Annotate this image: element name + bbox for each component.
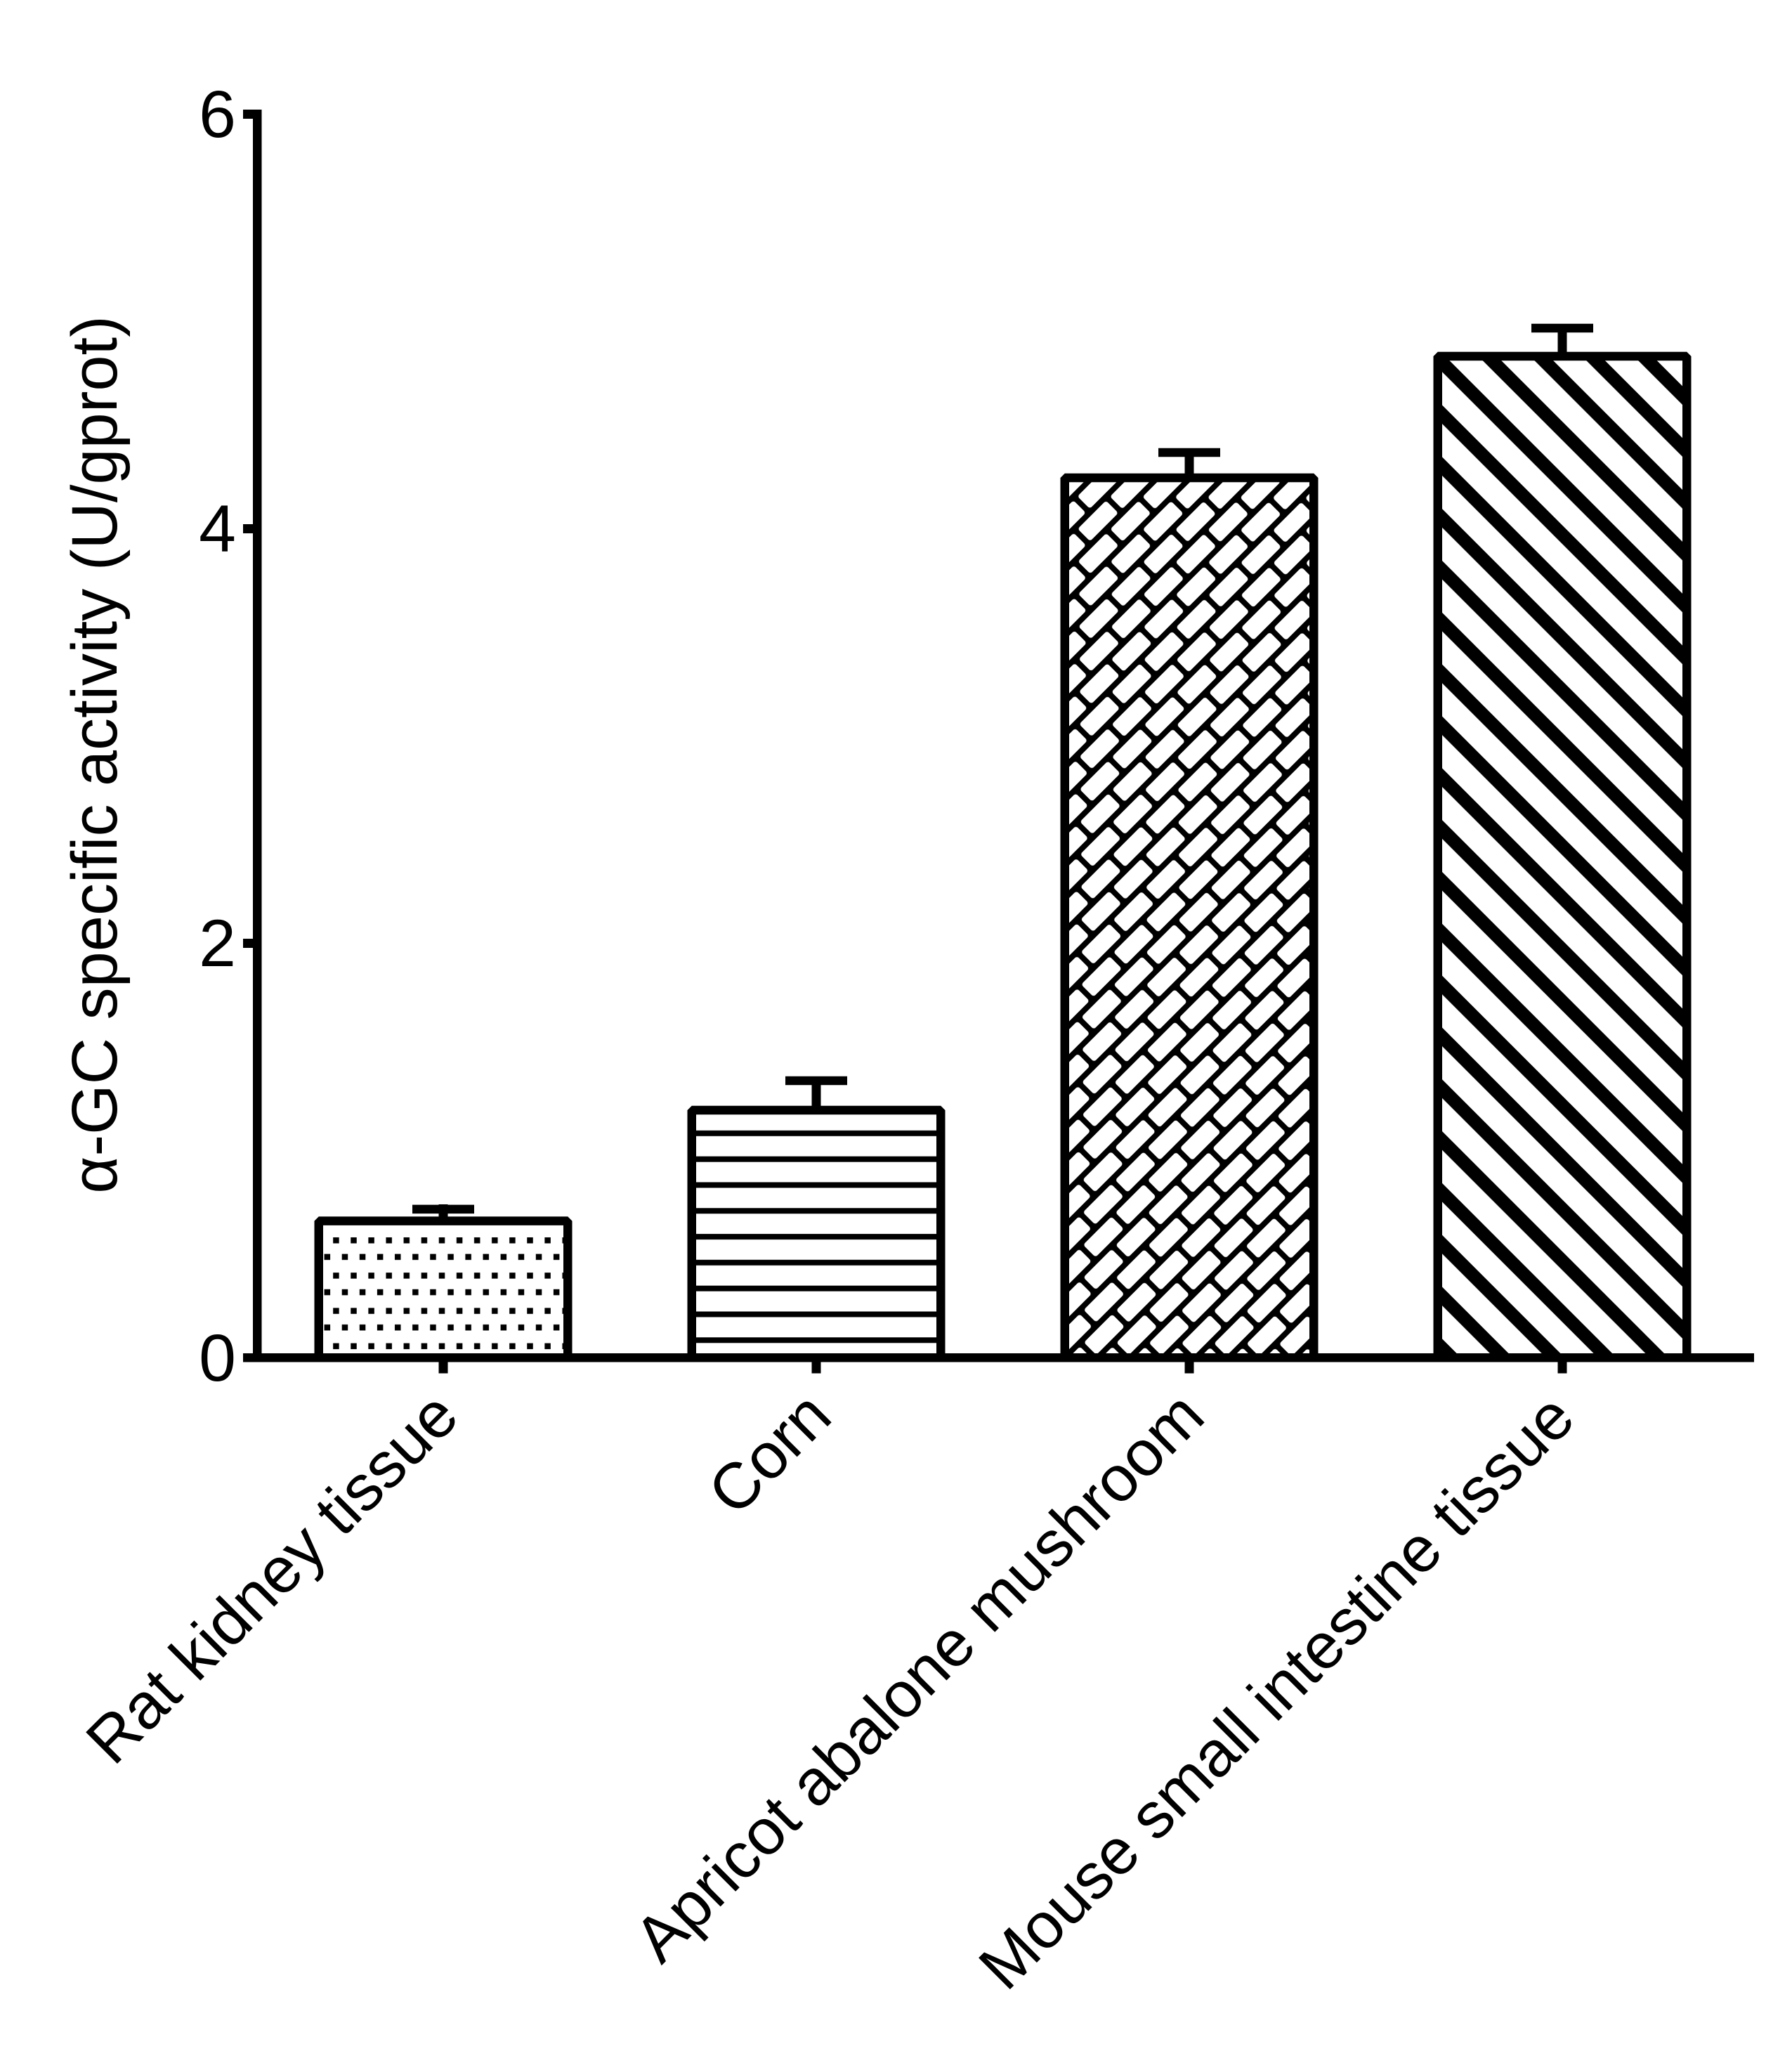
svg-text:4: 4 [199,492,236,566]
svg-text:Corn: Corn [695,1379,844,1528]
svg-text:6: 6 [199,77,236,152]
svg-text:Mouse small intestine tissue: Mouse small intestine tissue [965,1381,1588,2003]
svg-text:0: 0 [199,1321,236,1395]
svg-text:2: 2 [199,906,236,981]
svg-text:Rat kidney tissue: Rat kidney tissue [73,1379,471,1777]
svg-text:α-GC specific activity (U/gpro: α-GC specific activity (U/gprot) [59,315,131,1193]
